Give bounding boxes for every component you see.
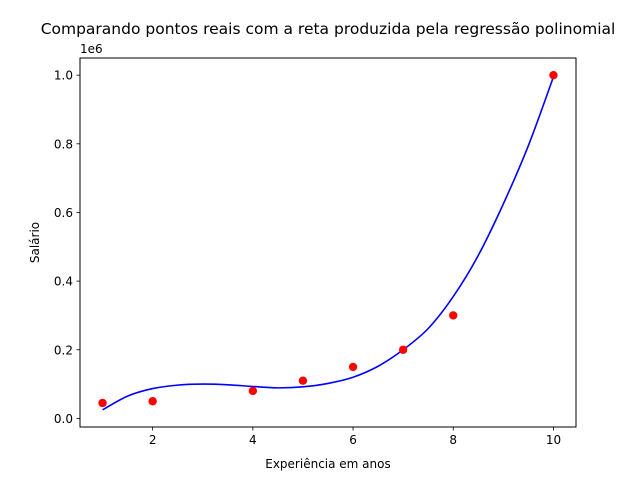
data-point (148, 397, 157, 406)
regression-line (102, 76, 555, 411)
y-tick-label: 0.0 (54, 412, 73, 426)
data-point (348, 362, 358, 372)
y-offset-label: 1e6 (80, 42, 103, 56)
data-point (449, 311, 458, 320)
x-tick-label: 8 (449, 433, 457, 447)
y-tick-label: 0.8 (54, 137, 73, 151)
data-point (398, 345, 408, 354)
data-point (298, 376, 308, 385)
x-axis-label: Experiência em anos (265, 457, 390, 471)
chart-title: Comparando pontos reais com a reta produ… (41, 20, 616, 38)
y-tick-label: 0.4 (54, 275, 73, 289)
y-tick-label: 0.2 (54, 343, 73, 357)
y-tick-label: 0.6 (54, 206, 73, 220)
x-tick-label: 10 (546, 433, 561, 447)
plot-area: 2 4 6 8 10 0.0 0.2 0.4 0.6 0.8 1.0 (54, 69, 561, 447)
plot-frame (79, 57, 577, 428)
data-point (248, 386, 258, 396)
x-tick-label: 4 (249, 433, 257, 447)
y-tick-label: 1.0 (54, 69, 73, 83)
y-axis-label: Salário (28, 222, 42, 263)
x-tick-label: 6 (349, 433, 357, 447)
data-point (549, 70, 558, 80)
x-tick-label: 2 (149, 433, 157, 447)
data-point (98, 398, 107, 408)
